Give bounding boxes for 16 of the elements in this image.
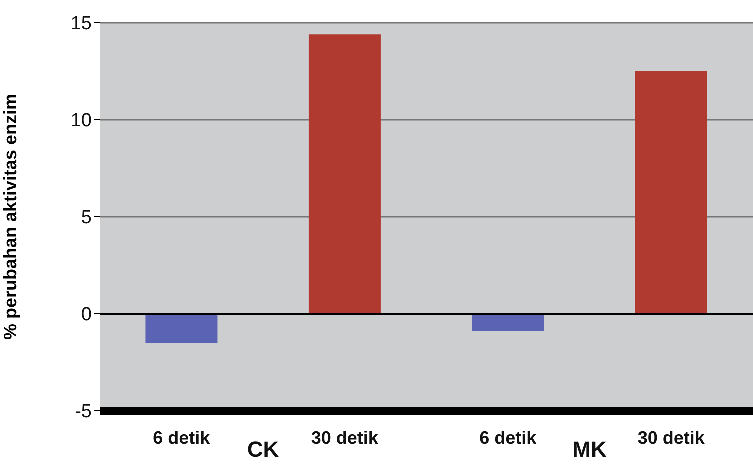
bar xyxy=(635,72,708,314)
text: CK xyxy=(247,437,280,462)
x-tick-label: 30 detik xyxy=(638,428,706,448)
bar xyxy=(308,34,381,314)
bar xyxy=(472,314,544,332)
x-tick-label: 30 detik xyxy=(311,428,380,448)
y-tick-label: -5 xyxy=(75,402,92,423)
y-tick-label: 10 xyxy=(70,110,92,132)
y-tick-label: 5 xyxy=(81,208,92,229)
x-tick-label: 6 detik xyxy=(153,428,212,448)
y-tick-label: 15 xyxy=(70,14,92,35)
text: MK xyxy=(572,437,607,462)
y-tick-label: 0 xyxy=(81,304,92,326)
y-axis-title: % perubahan aktivitas enzim xyxy=(0,94,20,340)
bar xyxy=(146,314,218,344)
x-tick-label: 6 detik xyxy=(480,428,538,448)
